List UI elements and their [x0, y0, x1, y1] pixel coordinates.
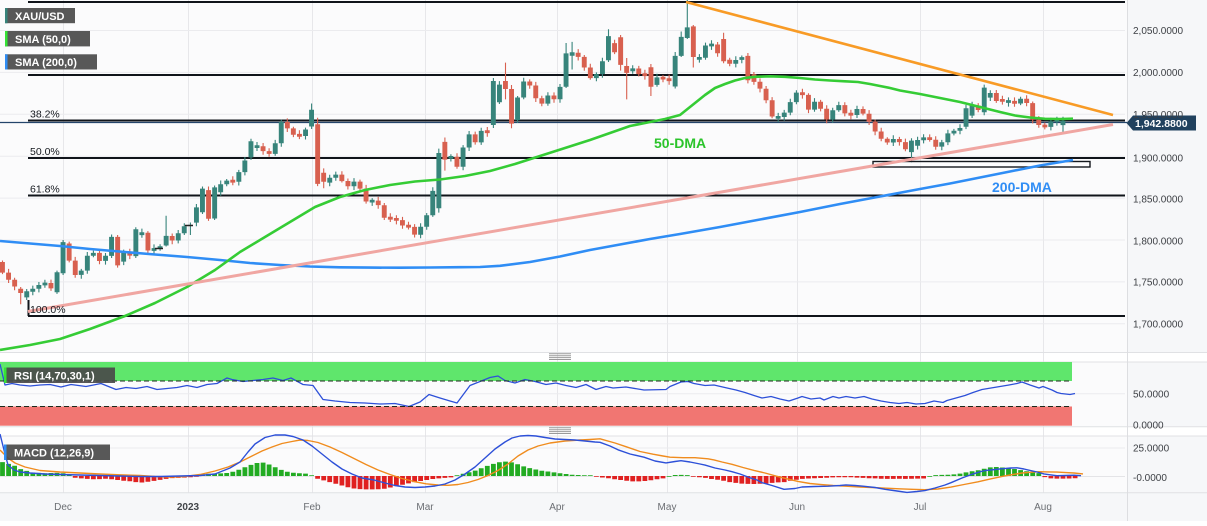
svg-text:Aug: Aug — [1034, 502, 1052, 513]
svg-text:2023: 2023 — [177, 502, 200, 513]
svg-text:SMA (50,0): SMA (50,0) — [15, 34, 71, 46]
svg-text:SMA (200,0): SMA (200,0) — [15, 57, 77, 69]
svg-text:Mar: Mar — [416, 502, 434, 513]
svg-text:1,850.0000: 1,850.0000 — [1133, 195, 1183, 206]
svg-text:50.0000: 50.0000 — [1133, 389, 1170, 400]
svg-text:38.2%: 38.2% — [30, 109, 60, 121]
svg-text:Jun: Jun — [789, 502, 805, 513]
svg-text:1,750.0000: 1,750.0000 — [1133, 278, 1183, 289]
svg-text:1,800.0000: 1,800.0000 — [1133, 237, 1183, 248]
svg-text:May: May — [658, 502, 677, 513]
svg-text:200-DMA: 200-DMA — [992, 179, 1052, 195]
svg-text:MACD (12,26,9): MACD (12,26,9) — [14, 447, 94, 459]
svg-text:50.0%: 50.0% — [30, 146, 60, 158]
svg-text:1,900.0000: 1,900.0000 — [1133, 154, 1183, 165]
svg-text:2,000.0000: 2,000.0000 — [1133, 68, 1183, 79]
svg-text:Apr: Apr — [549, 502, 565, 513]
svg-text:-0.0000: -0.0000 — [1133, 473, 1167, 484]
svg-text:50-DMA: 50-DMA — [654, 135, 706, 151]
svg-text:2,050.0000: 2,050.0000 — [1133, 26, 1183, 37]
svg-text:61.8%: 61.8% — [30, 184, 60, 196]
svg-text:100.0%: 100.0% — [30, 304, 66, 316]
svg-text:0.0000: 0.0000 — [1133, 421, 1164, 432]
svg-text:1,950.0000: 1,950.0000 — [1133, 110, 1183, 121]
svg-text:XAU/USD: XAU/USD — [15, 11, 65, 23]
svg-text:RSI (14,70,30,1): RSI (14,70,30,1) — [14, 370, 95, 382]
svg-text:1,700.0000: 1,700.0000 — [1133, 319, 1183, 330]
svg-text:Jul: Jul — [914, 502, 927, 513]
svg-text:25.0000: 25.0000 — [1133, 444, 1170, 455]
svg-text:Feb: Feb — [303, 502, 321, 513]
svg-text:Dec: Dec — [54, 502, 72, 513]
